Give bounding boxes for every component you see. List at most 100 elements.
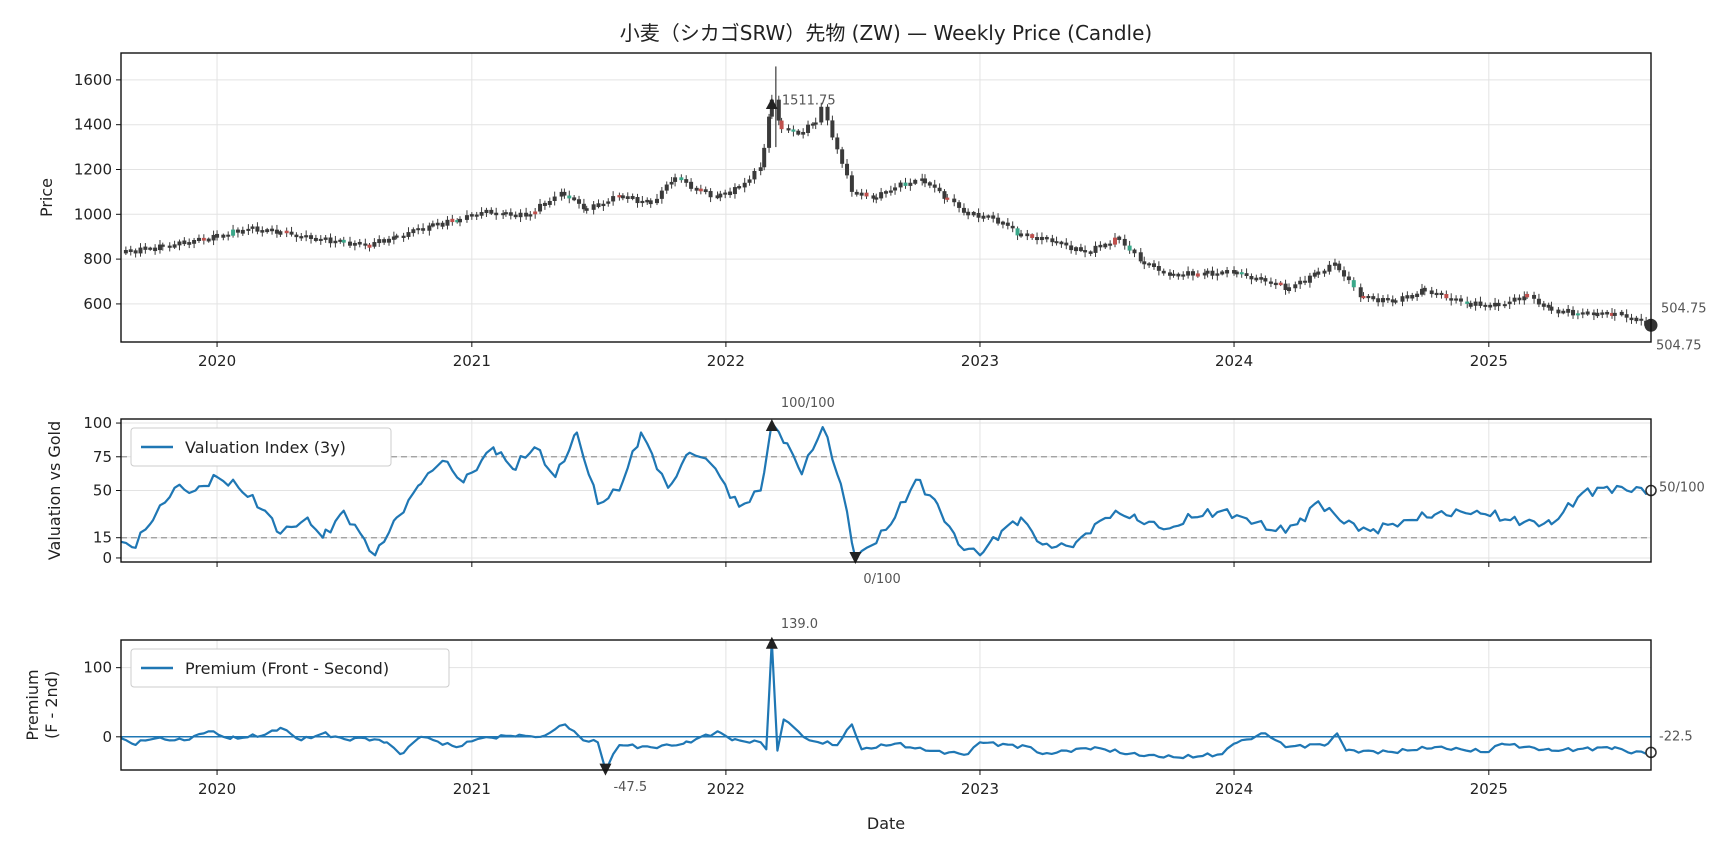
candle-body [1103,243,1108,248]
candle-body [732,187,737,195]
valuation-ytick-label: 50 [93,482,112,500]
premium-legend-box [130,648,450,688]
candle-body [1390,299,1395,303]
candle-body [1054,241,1059,244]
candle-body [542,202,547,206]
candle-body [445,219,450,226]
candle-body [196,237,201,242]
candle-body [501,213,506,216]
candle-body [703,189,708,193]
premium-y-axis-title-line: (F - 2nd) [42,671,61,739]
candle-body [723,192,728,195]
valuation-ytick-label: 100 [83,414,112,432]
candle-body [854,191,859,195]
candle-body [1078,247,1083,252]
candle-body [182,240,187,245]
candle-body [1376,298,1381,303]
candle-body [348,241,353,246]
peak-annotation: 1511.75 [782,94,836,109]
candle-body [328,237,333,244]
candle-body [1316,271,1321,275]
candle-body [352,242,357,246]
candle-body [278,231,283,235]
candle-body [888,190,893,193]
candle-body [153,247,158,252]
candle-body [1549,306,1554,311]
last-price-annotation-low: 504.75 [1656,338,1702,353]
candle-body [211,234,216,241]
candle-body [1225,270,1230,274]
candle-body [1419,288,1424,295]
candle-body [1444,294,1449,299]
candle-body [323,237,328,240]
candle-body [157,244,162,251]
candle-body [547,200,552,205]
candle-body [187,242,192,245]
candle-body [1293,284,1298,289]
candle-body [884,191,888,194]
candle-body [625,196,630,199]
valuation-ytick-label: 75 [93,448,112,466]
candle-body [1400,296,1405,302]
candle-body [469,214,474,217]
candle-body [779,120,784,130]
candle-body [1186,271,1191,276]
candle-body [684,179,689,183]
candle-body [528,214,533,217]
candle-body [489,209,494,214]
candle-body [801,131,806,135]
candle-body [1210,270,1215,276]
candle-body [654,198,659,204]
valuation-series-line [120,421,1652,560]
candle-body [215,233,220,238]
price-ytick-label: 1400 [74,116,112,134]
valuation-legend-box [130,427,392,467]
candle-body [1268,281,1273,284]
candle-body [1405,295,1410,299]
candle-body [617,195,622,198]
candle-body [819,106,824,123]
candle-body [1151,263,1156,268]
candle-body [1591,312,1596,316]
candle-body [903,182,908,186]
candle-body [718,193,723,198]
candle-body [1371,296,1376,300]
candle-body [591,204,596,210]
candle-body [250,226,255,229]
candle-body [1629,317,1634,321]
candle-body [1351,280,1356,288]
valuation-max-marker [765,419,778,432]
valuation-panel: 100/100 0/100 50/100 Valuation Index (3y) 0 1… [45,396,1705,587]
candle-body [533,211,538,215]
candle-body [1434,292,1439,296]
candle-body [1532,294,1537,299]
candle-body [1069,245,1074,251]
candle-body [1517,297,1522,301]
candle-body [611,196,616,202]
candle-body [567,195,572,199]
candle-body [767,116,772,148]
candle-body [937,187,942,192]
candle-body [231,229,236,236]
candle-body [1113,237,1118,245]
premium-xtick-label: 2025 [1470,780,1508,798]
candle-body [961,207,966,213]
candle-body [427,225,432,231]
candle-body [367,244,372,248]
premium-xtick-label: 2021 [453,780,491,798]
candle-body [1035,237,1040,241]
candle-body [1337,263,1342,271]
candle-body [123,250,128,254]
candle-body [313,237,318,241]
candle-body [255,226,260,232]
candle-body [1536,298,1541,305]
candle-body [1273,282,1278,286]
candle-body [1556,309,1561,314]
candle-body [1093,245,1098,253]
candle-body [971,211,976,216]
candle-body [1168,272,1173,276]
candle-body [167,245,172,248]
valuation-max-annotation: 100/100 [781,396,835,411]
